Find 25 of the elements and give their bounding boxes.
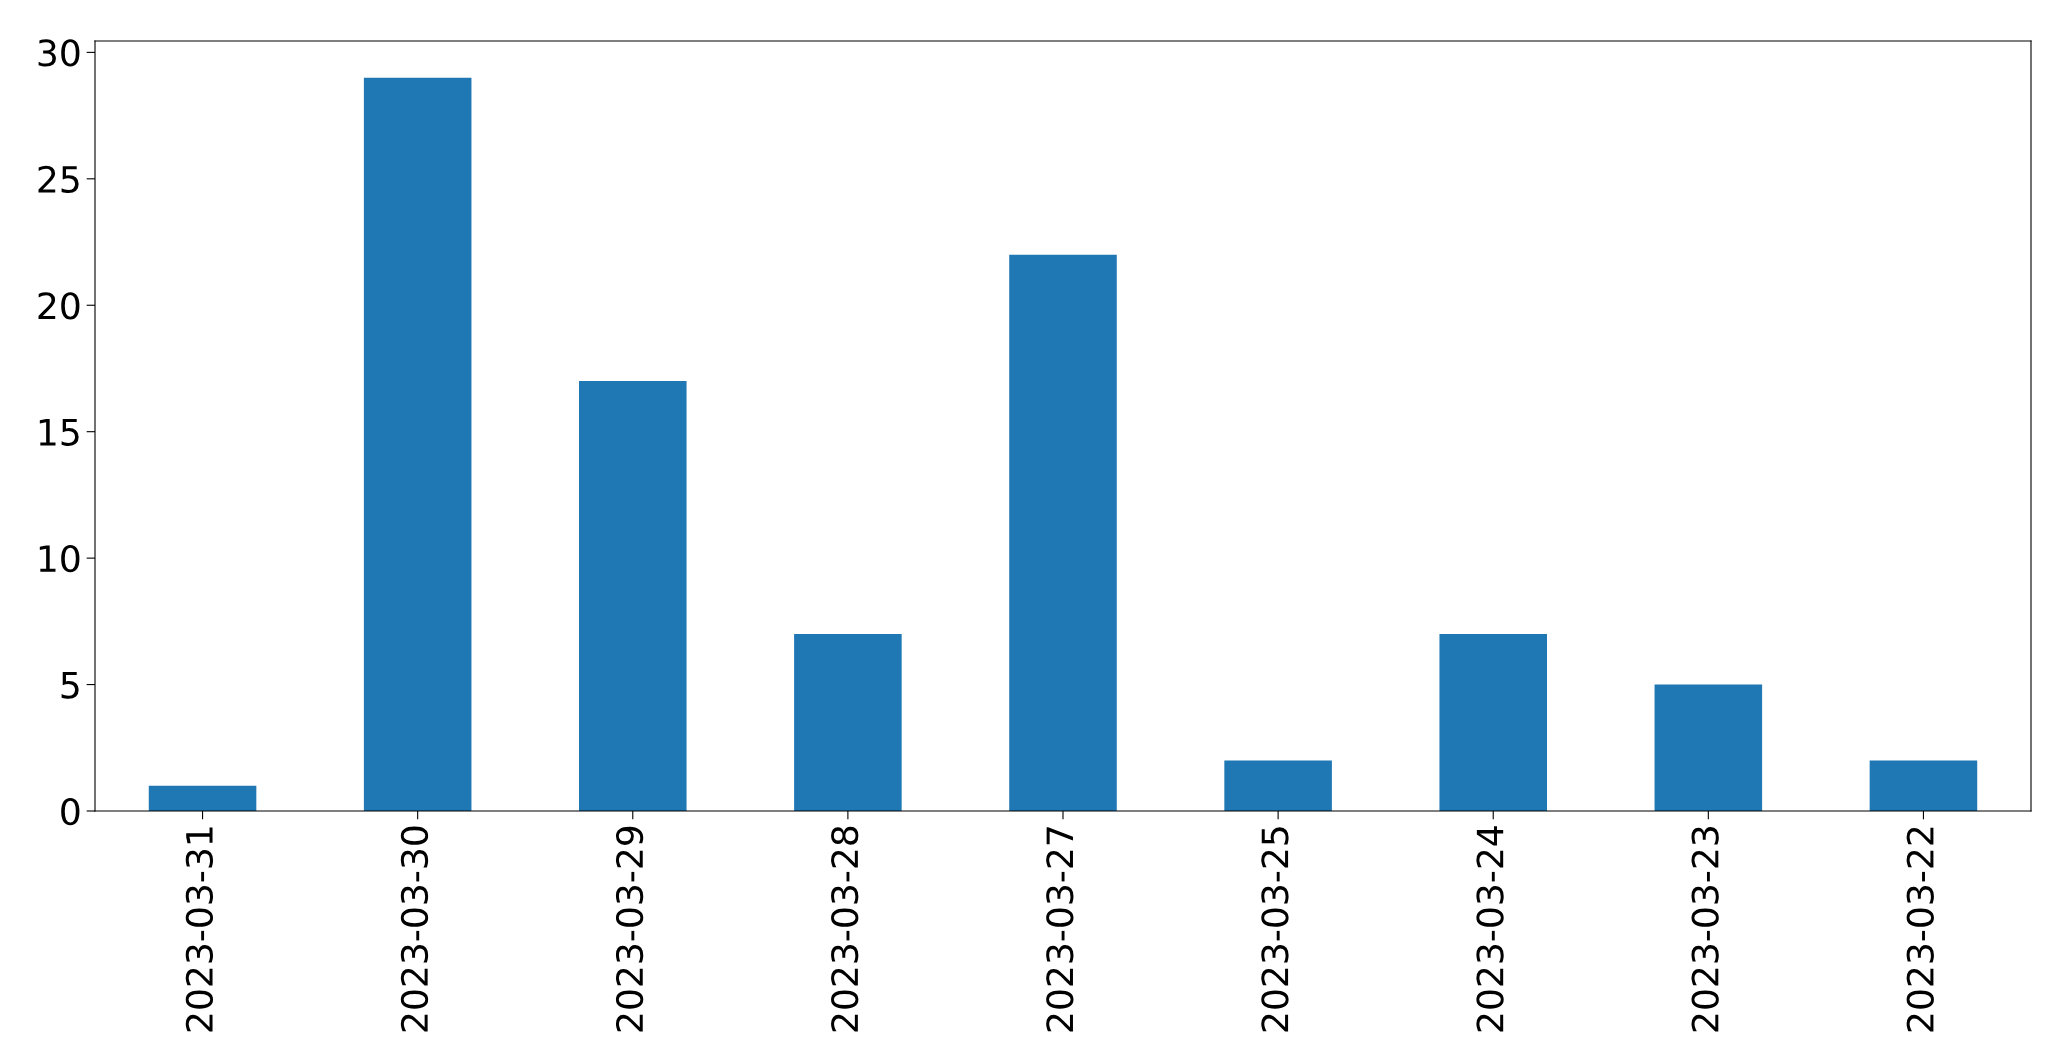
x-tick-label: 2023-03-30: [400, 826, 429, 1032]
bar: [1439, 633, 1547, 811]
bar: [148, 785, 257, 811]
y-tick-label: 15: [39, 419, 79, 446]
x-tick-label: 2023-03-31: [185, 827, 214, 1032]
bar: [794, 633, 902, 811]
bar: [1654, 684, 1763, 811]
bar: [579, 381, 687, 811]
y-tick-label: 25: [38, 165, 79, 194]
bar: [1869, 760, 1978, 811]
x-tick-label: 2023-03-28: [831, 826, 859, 1032]
x-tick-label: 2023-03-22: [1906, 827, 1934, 1032]
y-tick-label: 10: [39, 545, 80, 573]
y-tick-label: 30: [38, 39, 80, 67]
y-tick-label: 0: [61, 797, 80, 826]
y-tick-label: 5: [61, 671, 79, 699]
bar: [363, 77, 472, 811]
x-tick-label: 2023-03-24: [1476, 826, 1504, 1032]
x-tick-label: 2023-03-27: [1046, 827, 1074, 1032]
x-tick-label: 2023-03-29: [615, 826, 644, 1032]
bar: [1224, 760, 1332, 811]
bar: [1009, 254, 1117, 811]
y-tick-label: 20: [38, 292, 80, 320]
x-tick-label: 2023-03-23: [1691, 827, 1719, 1032]
x-tick-label: 2023-03-25: [1261, 827, 1289, 1032]
